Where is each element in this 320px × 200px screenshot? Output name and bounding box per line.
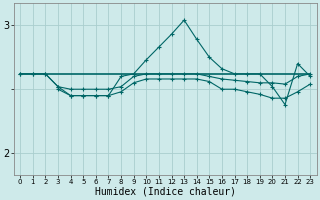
X-axis label: Humidex (Indice chaleur): Humidex (Indice chaleur) xyxy=(95,187,236,197)
